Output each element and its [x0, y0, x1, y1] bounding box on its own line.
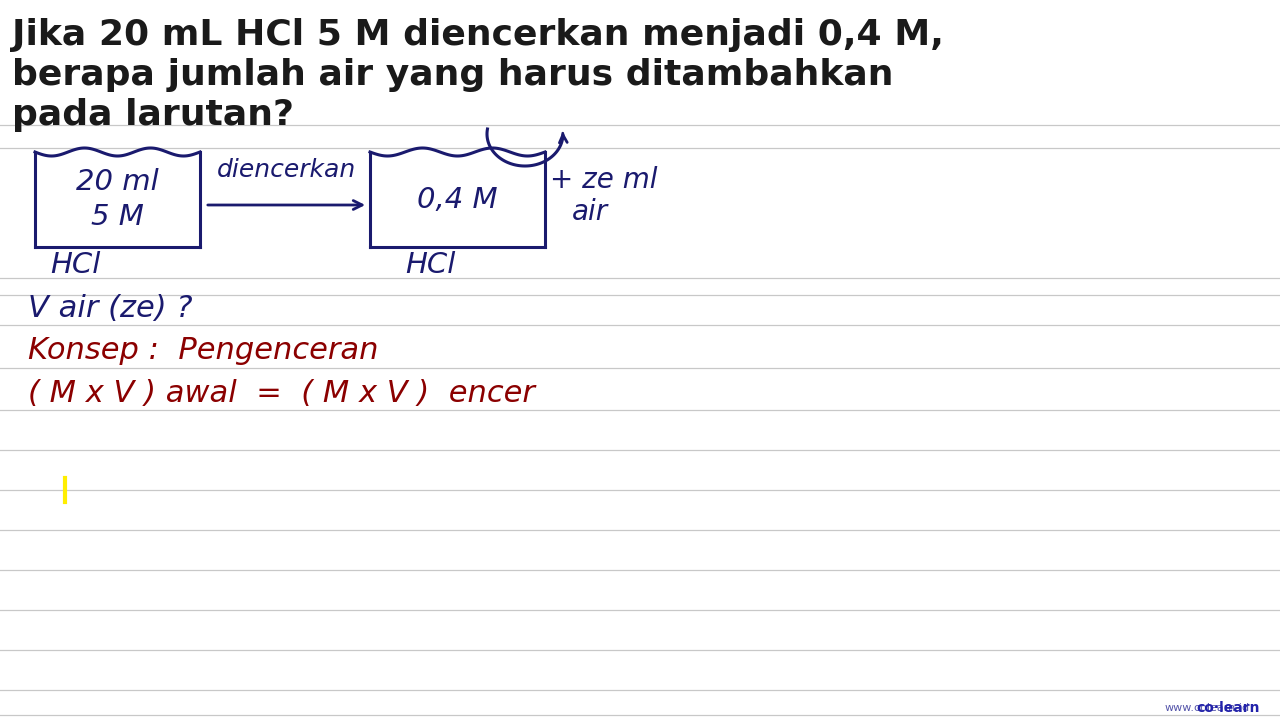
Text: Konsep :  Pengenceran: Konsep : Pengenceran: [28, 336, 379, 364]
Text: HCl: HCl: [50, 251, 100, 279]
Text: co·learn: co·learn: [1197, 701, 1260, 715]
Text: 0,4 M: 0,4 M: [417, 186, 498, 214]
Text: pada larutan?: pada larutan?: [12, 98, 294, 132]
Text: 20 ml: 20 ml: [76, 168, 159, 196]
Text: berapa jumlah air yang harus ditambahkan: berapa jumlah air yang harus ditambahkan: [12, 58, 893, 92]
Text: Jika 20 mL HCl 5 M diencerkan menjadi 0,4 M,: Jika 20 mL HCl 5 M diencerkan menjadi 0,…: [12, 18, 943, 52]
Text: www.colearn.id: www.colearn.id: [1165, 703, 1251, 713]
Text: air: air: [572, 198, 608, 226]
Text: 5 M: 5 M: [91, 203, 143, 231]
Text: + ze ml: + ze ml: [550, 166, 658, 194]
Text: HCl: HCl: [404, 251, 456, 279]
Text: V air (ze) ?: V air (ze) ?: [28, 294, 192, 323]
Text: diencerkan: diencerkan: [216, 158, 356, 182]
Text: ( M x V ) awal  =  ( M x V )  encer: ( M x V ) awal = ( M x V ) encer: [28, 379, 535, 408]
